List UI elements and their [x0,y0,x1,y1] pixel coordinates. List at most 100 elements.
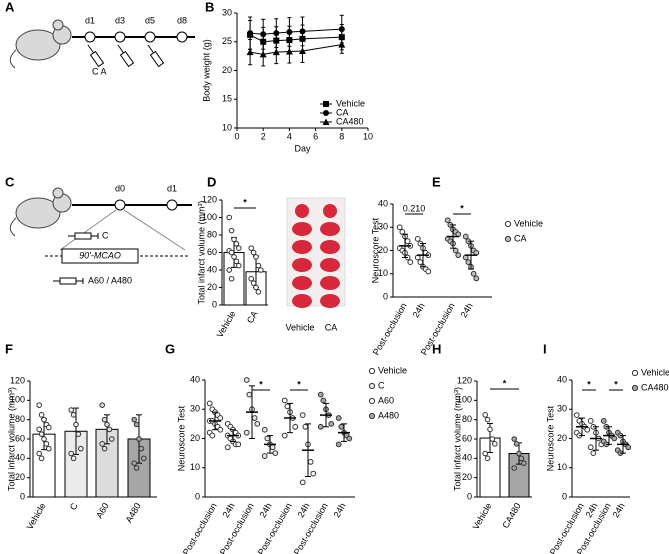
y-tick-label: 40 [462,453,472,463]
slice [292,240,312,254]
point [518,455,525,462]
legend-label: A60 [378,395,394,405]
point [73,421,79,428]
x-tick-label: Vehicle [471,501,494,531]
point [131,460,137,466]
point [584,426,591,433]
significance-label: * [503,378,507,388]
marker [299,28,306,35]
point [231,236,237,243]
legend-marker [368,412,376,420]
slice [323,204,337,218]
y-axis-label: Neuroscore Test [176,405,186,471]
point [133,421,140,428]
legend-marker [323,101,329,107]
slice [295,204,309,218]
x-tick-label: 0 [234,131,239,141]
point [228,249,235,256]
panel-label: I [543,341,547,356]
point [489,436,496,442]
y-tick-label: 0 [562,491,567,501]
point [104,421,110,428]
x-tick-label: 24h [411,301,427,319]
point [254,420,261,427]
point [317,391,324,398]
slice [320,276,340,290]
point [600,418,607,424]
marker [285,48,293,55]
point [516,450,522,457]
legend-marker [368,397,376,405]
point [396,224,403,231]
point [307,459,314,465]
point [36,426,43,433]
point [231,254,237,260]
legend-label: A480 [378,410,399,420]
point [46,445,52,452]
point [407,259,414,266]
marker [286,28,293,35]
point [573,412,580,419]
y-tick-label: 120 [457,375,472,385]
point [444,217,451,224]
point [484,416,491,423]
point [243,377,250,383]
point [482,450,489,457]
y-tick-label: 0 [467,491,472,501]
y-tick-label: 20 [378,245,388,255]
point [217,415,224,421]
significance-label: * [243,197,247,207]
y-tick-label: 100 [10,395,25,405]
y-tick-label: 0 [20,491,25,501]
point [236,245,242,251]
point [133,465,140,471]
point [399,229,406,235]
slice [320,222,340,236]
y-axis-label: Total infarct volume (mm³) [6,387,16,491]
slice [320,240,340,254]
point [335,415,342,421]
slice [320,294,340,308]
marker [247,30,254,37]
point [226,267,232,273]
y-tick-label: 0 [383,291,388,301]
point [224,444,231,451]
point [281,432,288,439]
y-tick-label: 0 [212,299,217,309]
point [299,412,306,419]
y-tick-label: 80 [462,414,472,424]
point [346,435,353,442]
marker [259,50,267,58]
point [611,435,618,442]
point [511,436,518,442]
point [473,275,480,282]
point [513,441,520,447]
point [320,397,327,404]
point [250,249,257,256]
y-tick-label: 10 [222,122,232,132]
point [46,424,52,431]
point [261,426,268,433]
day-label: d8 [177,15,187,25]
y-axis-label: Total infarct volume (mm³) [452,387,462,491]
y-tick-label: 10 [378,268,388,278]
syringes-c [53,232,99,285]
point [255,289,262,295]
y-tick-label: 120 [10,375,25,385]
point [36,450,43,457]
y-tick-label: 30 [190,404,200,414]
marker [338,26,345,33]
panel-label: H [432,341,441,356]
y-tick-label: 120 [202,194,217,204]
photo-label: CA [325,322,338,332]
x-tick-label: 24h [459,301,475,319]
point [70,455,77,462]
x-tick-label: 8 [339,131,344,141]
marker [272,48,280,56]
x-tick-label: 6 [313,131,318,141]
slice [292,294,312,308]
x-tick-label: 24h [221,501,237,519]
x-tick-label: 24h [611,501,627,519]
point [68,450,74,457]
point [335,441,342,448]
